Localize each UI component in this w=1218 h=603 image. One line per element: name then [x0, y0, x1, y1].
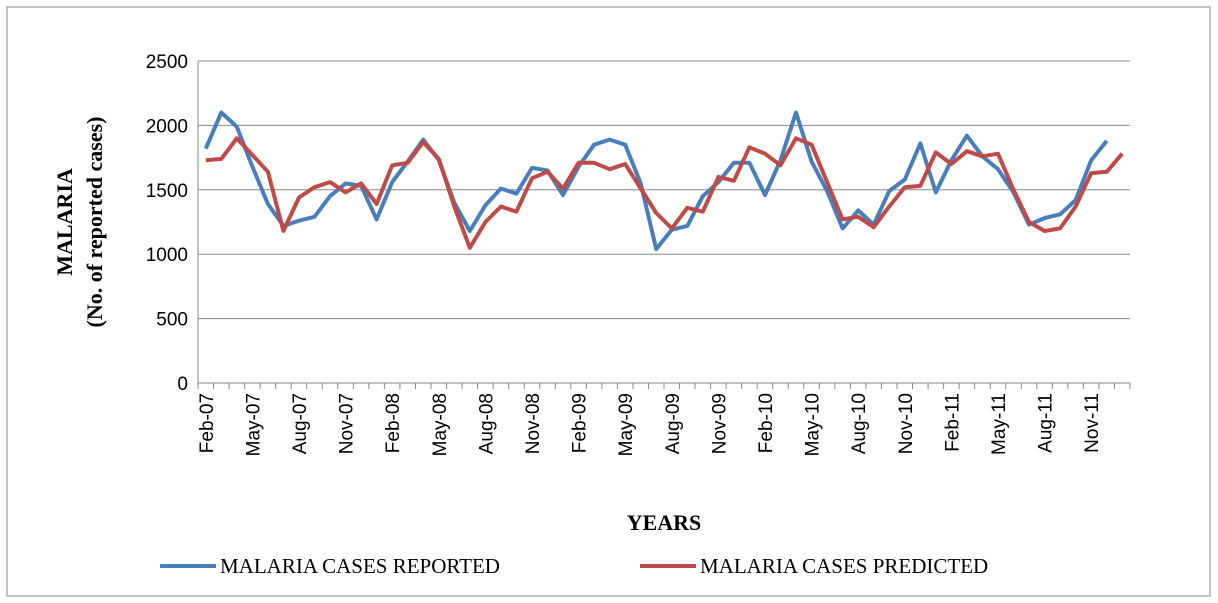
x-axis-title: YEARS [627, 510, 702, 535]
x-tick-label: May-09 [616, 393, 637, 456]
x-tick-label: Aug-07 [290, 393, 311, 454]
x-tick-label: Feb-09 [570, 393, 591, 453]
legend-label: MALARIA CASES PREDICTED [700, 554, 988, 578]
y-tick-label: 1500 [146, 181, 188, 202]
y-tick-label: 500 [156, 310, 188, 331]
x-tick-label: Feb-08 [383, 393, 404, 453]
x-tick-label: Aug-11 [1036, 393, 1057, 453]
x-tick-label: May-07 [243, 393, 264, 456]
chart-frame [6, 6, 1211, 597]
x-tick-label: Nov-07 [337, 393, 358, 454]
y-tick-label: 2500 [146, 52, 188, 73]
x-tick-label: Aug-09 [663, 393, 684, 454]
y-tick-label: 2000 [146, 116, 188, 137]
y-tick-label: 1000 [146, 245, 188, 266]
y-tick-label: 0 [177, 374, 188, 395]
legend-label: MALARIA CASES REPORTED [220, 554, 500, 578]
x-tick-label: Nov-09 [709, 393, 730, 454]
y-axis-title: MALARIA [52, 168, 77, 276]
x-tick-label: May-08 [430, 393, 451, 456]
x-tick-label: Aug-10 [849, 393, 870, 454]
series-line [205, 136, 1124, 250]
x-tick-label: May-11 [989, 393, 1010, 455]
x-tick-label: Nov-08 [523, 393, 544, 454]
x-tick-label: May-10 [803, 393, 824, 456]
x-tick-label: Feb-10 [756, 393, 777, 453]
x-tick-label: Nov-11 [1082, 393, 1103, 453]
x-tick-label: Feb-07 [197, 393, 218, 453]
x-tick-label: Feb-11 [942, 393, 963, 452]
y-axis-title: (No. of reported cases) [82, 117, 107, 328]
x-tick-label: Aug-08 [476, 393, 497, 454]
x-tick-label: Nov-10 [896, 393, 917, 454]
